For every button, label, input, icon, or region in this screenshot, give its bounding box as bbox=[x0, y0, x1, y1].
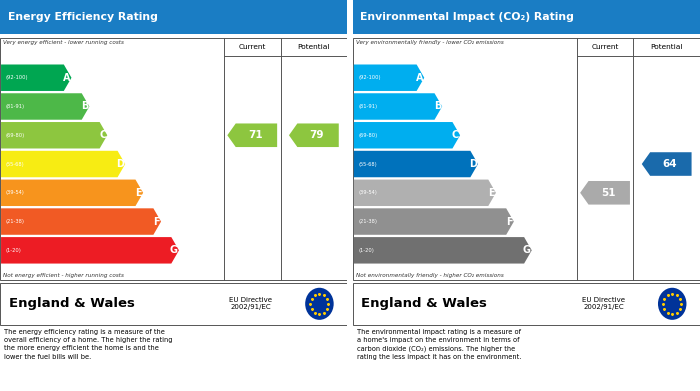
Polygon shape bbox=[580, 181, 630, 204]
Polygon shape bbox=[354, 65, 424, 91]
Text: Very environmentally friendly - lower CO₂ emissions: Very environmentally friendly - lower CO… bbox=[356, 40, 504, 45]
Text: (81-91): (81-91) bbox=[358, 104, 377, 109]
Text: Not environmentally friendly - higher CO₂ emissions: Not environmentally friendly - higher CO… bbox=[356, 273, 504, 278]
Polygon shape bbox=[1, 122, 107, 149]
Polygon shape bbox=[354, 151, 478, 177]
Text: Current: Current bbox=[592, 44, 619, 50]
Text: Not energy efficient - higher running costs: Not energy efficient - higher running co… bbox=[4, 273, 125, 278]
Circle shape bbox=[305, 288, 334, 320]
Text: Energy Efficiency Rating: Energy Efficiency Rating bbox=[8, 12, 157, 22]
Text: (55-68): (55-68) bbox=[6, 161, 25, 167]
Text: (69-80): (69-80) bbox=[358, 133, 377, 138]
Text: (1-20): (1-20) bbox=[6, 248, 21, 253]
Polygon shape bbox=[354, 208, 514, 235]
Bar bbox=[353, 283, 700, 325]
Text: The environmental impact rating is a measure of
a home's impact on the environme: The environmental impact rating is a mea… bbox=[357, 329, 522, 360]
Text: (1-20): (1-20) bbox=[358, 248, 374, 253]
Polygon shape bbox=[354, 93, 442, 120]
Text: E: E bbox=[136, 188, 142, 198]
Text: (81-91): (81-91) bbox=[6, 104, 25, 109]
Text: E: E bbox=[489, 188, 495, 198]
Polygon shape bbox=[354, 237, 532, 264]
Polygon shape bbox=[289, 124, 339, 147]
Text: England & Wales: England & Wales bbox=[8, 297, 134, 310]
Text: Potential: Potential bbox=[298, 44, 330, 50]
Polygon shape bbox=[1, 93, 90, 120]
Circle shape bbox=[658, 288, 687, 320]
Polygon shape bbox=[1, 237, 179, 264]
Bar bbox=[0, 38, 347, 280]
Text: (55-68): (55-68) bbox=[358, 161, 377, 167]
Polygon shape bbox=[642, 152, 692, 176]
Text: (21-38): (21-38) bbox=[358, 219, 377, 224]
Text: EU Directive
2002/91/EC: EU Directive 2002/91/EC bbox=[582, 297, 625, 310]
Text: England & Wales: England & Wales bbox=[361, 297, 487, 310]
Text: (92-100): (92-100) bbox=[6, 75, 28, 80]
Bar bbox=[0, 0, 347, 34]
Text: C: C bbox=[99, 130, 106, 140]
Text: (39-54): (39-54) bbox=[358, 190, 377, 195]
Text: Current: Current bbox=[239, 44, 266, 50]
Text: D: D bbox=[469, 159, 477, 169]
Polygon shape bbox=[354, 179, 496, 206]
Text: The energy efficiency rating is a measure of the
overall efficiency of a home. T: The energy efficiency rating is a measur… bbox=[4, 329, 173, 360]
Bar bbox=[353, 38, 700, 280]
Text: (39-54): (39-54) bbox=[6, 190, 25, 195]
Text: A: A bbox=[416, 73, 423, 83]
Bar bbox=[353, 0, 700, 34]
Polygon shape bbox=[1, 151, 125, 177]
Text: EU Directive
2002/91/EC: EU Directive 2002/91/EC bbox=[229, 297, 272, 310]
Text: A: A bbox=[63, 73, 71, 83]
Text: 79: 79 bbox=[309, 130, 324, 140]
Text: D: D bbox=[116, 159, 124, 169]
Text: 71: 71 bbox=[248, 130, 262, 140]
Text: 51: 51 bbox=[601, 188, 615, 198]
Text: B: B bbox=[434, 102, 441, 111]
Text: Very energy efficient - lower running costs: Very energy efficient - lower running co… bbox=[4, 40, 125, 45]
Text: Environmental Impact (CO₂) Rating: Environmental Impact (CO₂) Rating bbox=[360, 12, 574, 22]
Text: (69-80): (69-80) bbox=[6, 133, 25, 138]
Polygon shape bbox=[354, 122, 460, 149]
Polygon shape bbox=[1, 65, 71, 91]
Text: F: F bbox=[506, 217, 513, 226]
Polygon shape bbox=[228, 124, 277, 147]
Text: G: G bbox=[170, 245, 178, 255]
Text: B: B bbox=[81, 102, 88, 111]
Text: 64: 64 bbox=[662, 159, 677, 169]
Bar bbox=[0, 283, 347, 325]
Polygon shape bbox=[1, 208, 161, 235]
Text: G: G bbox=[523, 245, 531, 255]
Text: Potential: Potential bbox=[650, 44, 683, 50]
Polygon shape bbox=[1, 179, 143, 206]
Text: F: F bbox=[153, 217, 160, 226]
Text: (92-100): (92-100) bbox=[358, 75, 381, 80]
Text: (21-38): (21-38) bbox=[6, 219, 25, 224]
Text: C: C bbox=[452, 130, 459, 140]
